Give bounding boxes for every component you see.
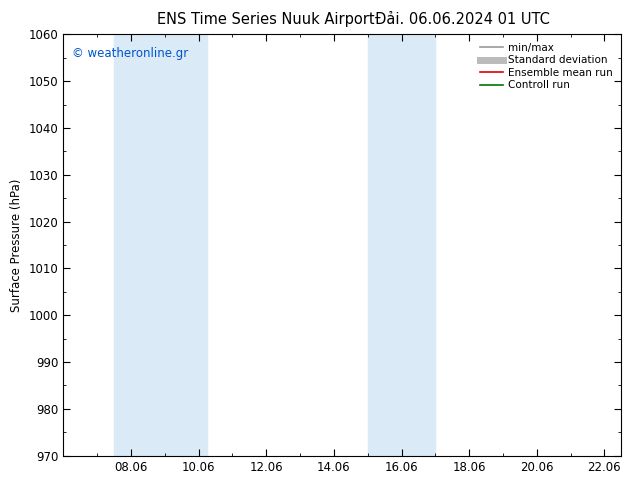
Text: Đải. 06.06.2024 01 UTC: Đải. 06.06.2024 01 UTC xyxy=(375,12,550,27)
Text: © weatheronline.gr: © weatheronline.gr xyxy=(72,47,188,60)
Bar xyxy=(114,34,207,456)
Legend: min/max, Standard deviation, Ensemble mean run, Controll run: min/max, Standard deviation, Ensemble me… xyxy=(477,40,616,94)
Y-axis label: Surface Pressure (hPa): Surface Pressure (hPa) xyxy=(10,178,23,312)
Text: ENS Time Series Nuuk Airport: ENS Time Series Nuuk Airport xyxy=(157,12,375,27)
Bar xyxy=(368,34,436,456)
